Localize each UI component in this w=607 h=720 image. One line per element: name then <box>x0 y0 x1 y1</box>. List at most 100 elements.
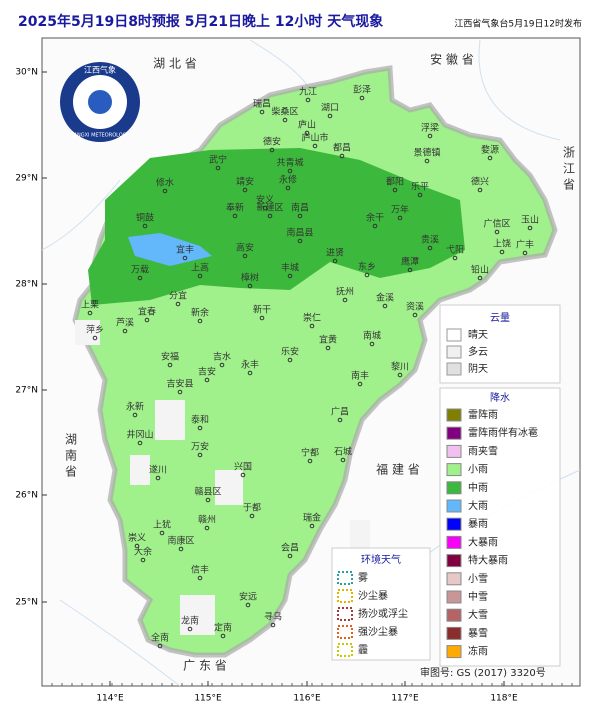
city-dot <box>527 225 533 231</box>
city-label: 彭泽 <box>353 84 371 96</box>
city-label: 宜春 <box>138 306 156 318</box>
footer: 审图号: GS (2017) 3320号 <box>420 666 546 679</box>
city-label: 于都 <box>243 503 261 514</box>
city-dot <box>369 341 375 347</box>
legend-label: 中雨 <box>468 481 488 494</box>
legend-label: 多云 <box>468 345 488 358</box>
city-label: 乐平 <box>411 181 429 193</box>
legend-label: 强沙尘暴 <box>358 626 398 638</box>
city-dot <box>287 273 293 279</box>
city-label: 丰城 <box>281 262 299 274</box>
city-dot <box>359 95 365 101</box>
city-label: 鄱阳 <box>386 177 404 188</box>
legend-swatch <box>446 590 462 604</box>
city-dot <box>382 303 388 309</box>
legend-swatch <box>446 328 462 342</box>
city-dot <box>297 213 303 219</box>
city-label: 鹰潭 <box>401 256 419 268</box>
city-dot <box>262 205 268 211</box>
city-label: 黎川 <box>391 361 409 373</box>
city-label: 宜黄 <box>319 334 337 346</box>
city-label: 泰和 <box>191 414 209 426</box>
legend-swatch <box>446 535 462 549</box>
legend-label: 小雨 <box>468 464 488 476</box>
city-label: 南城 <box>363 330 381 342</box>
city-label: 遂川 <box>149 464 167 476</box>
city-label: 铅山 <box>471 264 489 276</box>
city-dot <box>297 238 303 244</box>
city-label: 余干 <box>366 212 384 224</box>
legend-swatch <box>337 643 353 657</box>
lat-label: 29°N <box>15 174 38 184</box>
city-label: 上高 <box>191 262 209 274</box>
lat-label: 26°N <box>15 491 38 501</box>
city-dot <box>312 143 318 149</box>
city-label: 樟树 <box>241 272 259 284</box>
city-label: 分宜 <box>169 290 187 302</box>
city-label: 共青城 <box>276 157 303 169</box>
city-dot <box>327 113 333 119</box>
city-dot <box>247 370 253 376</box>
city-dot <box>332 258 338 264</box>
city-label: 广信区 <box>483 218 510 230</box>
city-label: 会昌 <box>281 542 299 554</box>
city-label: 高安 <box>236 242 254 254</box>
legend-label: 小雪 <box>468 573 488 585</box>
legend-swatch <box>446 554 462 568</box>
city-label: 兴国 <box>234 462 252 473</box>
city-dot <box>144 317 150 323</box>
city-dot <box>392 187 398 193</box>
province-label: 安 徽 省 <box>430 52 474 67</box>
city-dot <box>249 513 255 519</box>
city-label: 宜丰 <box>176 244 194 256</box>
legend-label: 沙尘暴 <box>358 590 388 602</box>
city-label: 新建区 <box>256 202 283 214</box>
city-dot <box>197 273 203 279</box>
city-dot <box>364 272 370 278</box>
city-dot <box>477 275 483 281</box>
city-dot <box>197 575 203 581</box>
city-dot <box>499 249 505 255</box>
city-label: 万载 <box>131 264 149 276</box>
lon-label: 114°E <box>96 694 124 704</box>
city-dot <box>87 310 93 316</box>
city-label: 奉新 <box>226 202 244 214</box>
legend-label: 雾 <box>358 572 368 584</box>
legend-label: 大暴雨 <box>468 535 498 548</box>
city-dot <box>267 213 273 219</box>
city-dot <box>219 362 225 368</box>
city-dot <box>357 381 363 387</box>
city-dot <box>197 318 203 324</box>
city-label: 贵溪 <box>421 234 439 246</box>
city-label: 崇仁 <box>303 312 321 324</box>
lon-label: 116°E <box>293 694 321 704</box>
city-dot <box>215 165 221 171</box>
legend-swatch <box>446 408 462 422</box>
city-dot <box>259 109 265 115</box>
city-dot <box>162 188 168 194</box>
city-dot <box>177 389 183 395</box>
city-label: 芦溪 <box>116 317 134 329</box>
city-dot <box>137 275 143 281</box>
legend-swatch <box>446 362 462 376</box>
city-dot <box>187 626 193 632</box>
city-label: 石城 <box>334 447 352 458</box>
city-dot <box>305 97 311 103</box>
city-label: 德安 <box>263 136 281 148</box>
city-dot <box>494 229 500 235</box>
city-dot <box>122 328 128 334</box>
city-label: 东乡 <box>358 261 376 273</box>
city-dot <box>175 301 181 307</box>
city-dot <box>142 223 148 229</box>
city-label: 婺源 <box>481 145 499 156</box>
title: 2025年5月19日8时预报 5月21日晚上 12小时 天气现象 <box>18 13 383 30</box>
city-dot <box>247 283 253 289</box>
province-label: 广 东 省 <box>183 659 227 673</box>
city-dot <box>204 525 210 531</box>
city-dot <box>178 546 184 552</box>
city-dot <box>309 323 315 329</box>
city-dot <box>304 130 310 136</box>
city-label: 靖安 <box>236 176 254 188</box>
logo-en: JIANGXI METEOROLOGY <box>70 133 131 139</box>
